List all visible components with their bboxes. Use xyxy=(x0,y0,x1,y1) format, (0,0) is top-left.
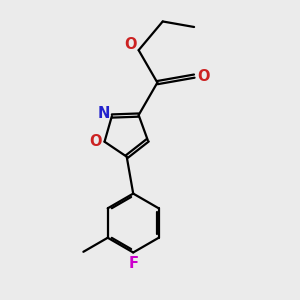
Text: F: F xyxy=(128,256,138,271)
Text: O: O xyxy=(124,37,137,52)
Text: N: N xyxy=(98,106,110,121)
Text: O: O xyxy=(197,69,210,84)
Text: O: O xyxy=(89,134,101,149)
